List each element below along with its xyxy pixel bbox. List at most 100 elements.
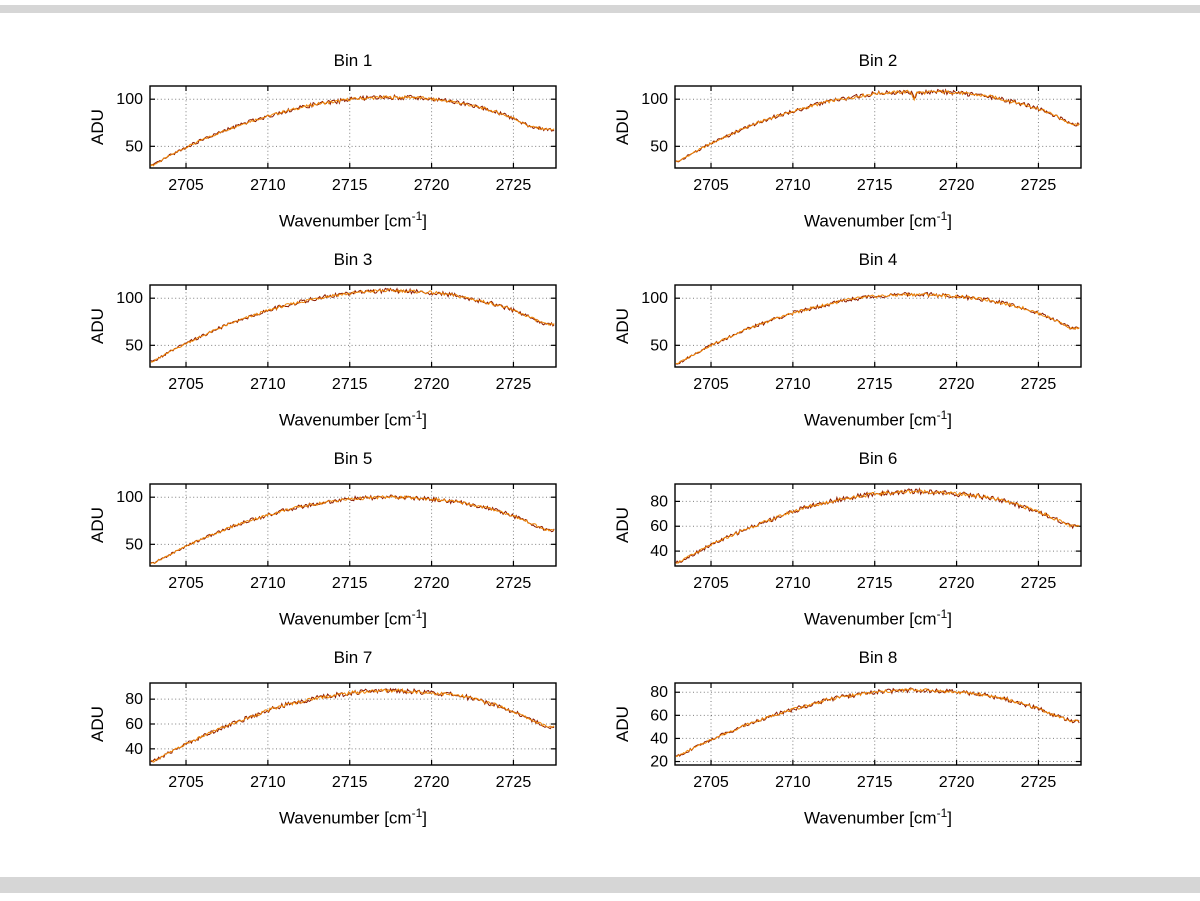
svg-text:2720: 2720 (939, 575, 975, 592)
x-axis-label-bracket: ] (947, 808, 952, 828)
plot-area-bin-3: 2705 2710 2715 2720 2725 50 100 ADU (88, 284, 557, 393)
x-axis-label-exponent: -1 (411, 607, 423, 621)
svg-text:2705: 2705 (168, 177, 204, 194)
svg-text:40: 40 (650, 543, 668, 560)
svg-text:2705: 2705 (693, 774, 729, 791)
svg-text:50: 50 (125, 138, 143, 155)
subplot-bin-7: Bin 7 2705 2710 2715 2720 2725 40 60 80 ADU Wave… (35, 645, 560, 844)
svg-text:100: 100 (116, 489, 143, 506)
x-axis-label-bracket: ] (422, 808, 427, 828)
svg-text:2710: 2710 (250, 177, 286, 194)
svg-text:2705: 2705 (693, 575, 729, 592)
svg-text:60: 60 (125, 716, 143, 733)
plot-title: Bin 1 (333, 51, 373, 70)
plot-title: Bin 3 (333, 250, 373, 269)
x-axis-label-exponent: -1 (411, 806, 423, 820)
x-axis-label: Wavenumber [cm-1] (150, 404, 556, 432)
svg-text:2725: 2725 (496, 774, 532, 791)
svg-text:100: 100 (641, 290, 668, 307)
svg-text:ADU: ADU (613, 507, 632, 543)
svg-text:40: 40 (125, 741, 143, 758)
svg-text:2720: 2720 (939, 774, 975, 791)
x-axis-label-bracket: ] (947, 410, 952, 430)
plot-area-bin-8: 2705 2710 2715 2720 2725 20 40 60 80 ADU (613, 682, 1082, 791)
svg-text:2705: 2705 (168, 774, 204, 791)
x-axis-label: Wavenumber [cm-1] (675, 603, 1081, 631)
figure: Bin 1 2705 2710 2715 2720 2725 50 100 ADU Waven… (35, 48, 1085, 844)
x-axis-label-exponent: -1 (936, 209, 948, 223)
svg-text:2715: 2715 (857, 575, 893, 592)
svg-text:80: 80 (650, 684, 668, 701)
svg-text:100: 100 (116, 91, 143, 108)
svg-text:2715: 2715 (332, 774, 368, 791)
svg-text:2725: 2725 (496, 177, 532, 194)
x-axis-label-text: Wavenumber [cm (279, 410, 412, 430)
plot-title: Bin 7 (333, 648, 373, 667)
x-axis-label-exponent: -1 (936, 607, 948, 621)
plot-area-bin-4: 2705 2710 2715 2720 2725 50 100 ADU (613, 284, 1082, 393)
svg-text:2715: 2715 (332, 376, 368, 393)
svg-text:50: 50 (650, 337, 668, 354)
x-axis-label-bracket: ] (422, 211, 427, 231)
svg-text:2720: 2720 (414, 376, 450, 393)
x-axis-label-text: Wavenumber [cm (804, 808, 937, 828)
x-axis-label-bracket: ] (947, 609, 952, 629)
svg-text:60: 60 (650, 707, 668, 724)
svg-text:2725: 2725 (1021, 774, 1057, 791)
svg-text:50: 50 (125, 536, 143, 553)
svg-text:2720: 2720 (414, 575, 450, 592)
svg-text:ADU: ADU (613, 308, 632, 344)
svg-text:2705: 2705 (693, 376, 729, 393)
x-axis-label-exponent: -1 (411, 209, 423, 223)
svg-text:100: 100 (641, 91, 668, 108)
svg-text:80: 80 (125, 691, 143, 708)
subplot-bin-4: Bin 4 2705 2710 2715 2720 2725 50 100 ADU Waven… (560, 247, 1085, 446)
svg-text:2720: 2720 (414, 774, 450, 791)
svg-text:2725: 2725 (1021, 575, 1057, 592)
svg-text:60: 60 (650, 518, 668, 535)
svg-text:100: 100 (116, 290, 143, 307)
x-axis-label-exponent: -1 (936, 408, 948, 422)
x-axis-label: Wavenumber [cm-1] (675, 404, 1081, 432)
plot-area-bin-7: 2705 2710 2715 2720 2725 40 60 80 ADU (88, 682, 557, 791)
svg-text:2725: 2725 (496, 376, 532, 393)
svg-text:2705: 2705 (168, 376, 204, 393)
x-axis-label: Wavenumber [cm-1] (150, 603, 556, 631)
svg-text:2705: 2705 (693, 177, 729, 194)
svg-text:2720: 2720 (939, 177, 975, 194)
svg-text:2715: 2715 (332, 177, 368, 194)
plot-title: Bin 5 (333, 449, 373, 468)
svg-text:50: 50 (125, 337, 143, 354)
plot-title: Bin 8 (858, 648, 898, 667)
x-axis-label: Wavenumber [cm-1] (675, 205, 1081, 233)
x-axis-label-bracket: ] (422, 410, 427, 430)
svg-text:80: 80 (650, 493, 668, 510)
x-axis-label: Wavenumber [cm-1] (150, 802, 556, 830)
svg-text:2725: 2725 (1021, 177, 1057, 194)
svg-text:2710: 2710 (250, 376, 286, 393)
x-axis-label-text: Wavenumber [cm (279, 609, 412, 629)
svg-text:2720: 2720 (939, 376, 975, 393)
subplot-bin-1: Bin 1 2705 2710 2715 2720 2725 50 100 ADU Waven… (35, 48, 560, 247)
svg-text:50: 50 (650, 138, 668, 155)
x-axis-label: Wavenumber [cm-1] (150, 205, 556, 233)
svg-text:40: 40 (650, 730, 668, 747)
plot-area-bin-5: 2705 2710 2715 2720 2725 50 100 ADU (88, 483, 557, 592)
plot-title: Bin 2 (858, 51, 898, 70)
x-axis-label-bracket: ] (422, 609, 427, 629)
svg-text:ADU: ADU (88, 308, 107, 344)
subplot-bin-5: Bin 5 2705 2710 2715 2720 2725 50 100 ADU Waven… (35, 446, 560, 645)
svg-text:ADU: ADU (613, 706, 632, 742)
subplot-bin-2: Bin 2 2705 2710 2715 2720 2725 50 100 ADU Waven… (560, 48, 1085, 247)
subplot-bin-8: Bin 8 2705 2710 2715 2720 2725 20 40 60 80 ADU Wa… (560, 645, 1085, 844)
svg-text:2715: 2715 (332, 575, 368, 592)
plot-title: Bin 6 (858, 449, 898, 468)
svg-text:2710: 2710 (250, 774, 286, 791)
svg-text:2725: 2725 (1021, 376, 1057, 393)
x-axis-label-text: Wavenumber [cm (804, 609, 937, 629)
svg-text:2715: 2715 (857, 177, 893, 194)
plot-area-bin-1: 2705 2710 2715 2720 2725 50 100 ADU (88, 85, 557, 194)
x-axis-label-text: Wavenumber [cm (279, 808, 412, 828)
x-axis-label: Wavenumber [cm-1] (675, 802, 1081, 830)
svg-text:2710: 2710 (775, 177, 811, 194)
